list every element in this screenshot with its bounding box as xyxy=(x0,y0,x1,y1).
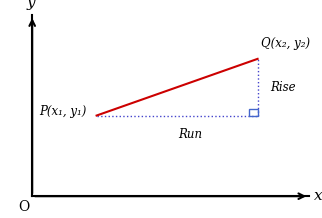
Text: y: y xyxy=(26,0,35,10)
Text: Q(x₂, y₂): Q(x₂, y₂) xyxy=(261,37,310,50)
Text: Rise: Rise xyxy=(270,81,296,94)
Text: O: O xyxy=(19,200,30,214)
Text: P(x₁, y₁): P(x₁, y₁) xyxy=(40,105,87,118)
Text: x: x xyxy=(314,189,322,203)
Bar xyxy=(249,109,258,116)
Text: Run: Run xyxy=(178,128,202,141)
